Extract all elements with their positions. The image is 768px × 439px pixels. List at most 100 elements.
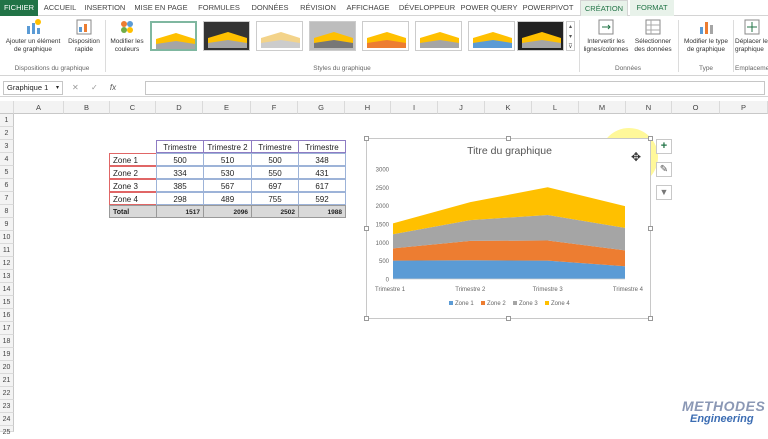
- col-header[interactable]: C: [110, 101, 156, 114]
- row-header[interactable]: 23: [0, 400, 14, 413]
- row-header[interactable]: 18: [0, 335, 14, 348]
- chart-title[interactable]: Titre du graphique: [467, 145, 552, 157]
- zone-label[interactable]: Zone 3: [109, 179, 157, 192]
- legend-label[interactable]: Zone 4: [551, 301, 570, 307]
- row-header[interactable]: 13: [0, 270, 14, 283]
- tab-insertion[interactable]: INSERTION: [84, 3, 126, 12]
- col-header[interactable]: B: [64, 101, 110, 114]
- row-header[interactable]: 22: [0, 387, 14, 400]
- tab-donnees[interactable]: DONNÉES: [251, 3, 289, 12]
- col-header[interactable]: J: [438, 101, 485, 114]
- row-header[interactable]: 24: [0, 413, 14, 426]
- chart-style-2[interactable]: [203, 21, 250, 51]
- table-cell[interactable]: 567: [203, 179, 252, 192]
- row-header[interactable]: 2: [0, 127, 14, 140]
- row-header[interactable]: 17: [0, 322, 14, 335]
- col-header[interactable]: N: [626, 101, 672, 114]
- legend-label[interactable]: Zone 2: [487, 301, 506, 307]
- row-header[interactable]: 8: [0, 205, 14, 218]
- quick-layout-button[interactable]: Disposition rapide: [64, 18, 104, 54]
- row-header[interactable]: 10: [0, 231, 14, 244]
- resize-handle[interactable]: [364, 226, 369, 231]
- chart-style-4[interactable]: [309, 21, 356, 51]
- cancel-icon[interactable]: ✕: [72, 83, 79, 92]
- resize-handle[interactable]: [364, 136, 369, 141]
- chart-style-1[interactable]: [150, 21, 197, 51]
- row-header[interactable]: 21: [0, 374, 14, 387]
- styles-gallery-scroll[interactable]: ▴ ▾ ⊽: [566, 21, 575, 51]
- row-header[interactable]: 14: [0, 283, 14, 296]
- fx-icon[interactable]: fx: [109, 83, 117, 92]
- table-cell[interactable]: 617: [298, 179, 346, 192]
- area-series-2[interactable]: [393, 240, 625, 267]
- move-chart-button[interactable]: Déplacer le graphique: [735, 18, 768, 54]
- chart-filters-button[interactable]: ▼: [656, 185, 672, 200]
- change-chart-type-button[interactable]: Modifier le type de graphique: [680, 18, 732, 54]
- table-cell[interactable]: 500: [156, 153, 204, 166]
- resize-handle[interactable]: [506, 136, 511, 141]
- col-header[interactable]: P: [720, 101, 768, 114]
- table-header[interactable]: Trimestre 3: [251, 140, 299, 165]
- tab-accueil[interactable]: ACCUEIL: [43, 3, 77, 12]
- row-header[interactable]: 1: [0, 114, 14, 127]
- resize-handle[interactable]: [506, 316, 511, 321]
- row-header[interactable]: 20: [0, 361, 14, 374]
- tab-powerpivot[interactable]: POWERPIVOT: [522, 3, 574, 12]
- col-header[interactable]: L: [532, 101, 579, 114]
- table-cell[interactable]: 697: [251, 179, 299, 192]
- row-header[interactable]: 4: [0, 153, 14, 166]
- total-label[interactable]: Total: [109, 205, 157, 218]
- chart-style-7[interactable]: [468, 21, 515, 51]
- tab-affichage[interactable]: AFFICHAGE: [346, 3, 390, 12]
- chart-style-6[interactable]: [415, 21, 462, 51]
- name-box[interactable]: Graphique 1 ▾: [3, 81, 63, 95]
- chart-elements-button[interactable]: +: [656, 139, 672, 154]
- table-cell[interactable]: 592: [298, 192, 346, 205]
- total-cell[interactable]: 1988: [298, 205, 346, 218]
- table-cell[interactable]: 550: [251, 166, 299, 179]
- area-series-3[interactable]: [393, 214, 625, 251]
- select-data-button[interactable]: Sélectionner des données: [630, 18, 676, 54]
- row-header[interactable]: 6: [0, 179, 14, 192]
- tab-fichier[interactable]: FICHIER: [0, 0, 38, 16]
- total-cell[interactable]: 2502: [251, 205, 299, 218]
- tab-formules[interactable]: FORMULES: [198, 3, 240, 12]
- table-cell[interactable]: 510: [203, 153, 252, 166]
- row-header[interactable]: 11: [0, 244, 14, 257]
- col-header[interactable]: F: [251, 101, 298, 114]
- chart-style-5[interactable]: [362, 21, 409, 51]
- table-header[interactable]: Trimestre 4: [298, 140, 346, 165]
- chart-object[interactable]: Titre du graphique 0 500 1000 1500 2000 2500 3…: [364, 136, 653, 321]
- row-header[interactable]: 16: [0, 309, 14, 322]
- switch-row-column-button[interactable]: Intervertir les lignes/colonnes: [582, 18, 630, 54]
- row-header[interactable]: 25: [0, 426, 14, 436]
- tab-format[interactable]: FORMAT: [630, 0, 674, 16]
- area-series-4[interactable]: [393, 187, 625, 235]
- table-cell[interactable]: 348: [298, 153, 346, 166]
- change-colors-button[interactable]: Modifier les couleurs: [107, 18, 147, 54]
- col-header[interactable]: K: [485, 101, 532, 114]
- col-header[interactable]: G: [298, 101, 345, 114]
- row-header[interactable]: 7: [0, 192, 14, 205]
- zone-label[interactable]: Zone 4: [109, 192, 157, 205]
- resize-handle[interactable]: [648, 316, 653, 321]
- add-chart-element-button[interactable]: Ajouter un élément de graphique: [2, 18, 64, 54]
- col-header[interactable]: H: [345, 101, 391, 114]
- table-header[interactable]: Trimestre 2: [203, 140, 252, 153]
- col-header[interactable]: I: [391, 101, 438, 114]
- resize-handle[interactable]: [648, 226, 653, 231]
- enter-icon[interactable]: ✓: [90, 83, 98, 92]
- total-cell[interactable]: 2096: [203, 205, 252, 218]
- col-header[interactable]: A: [14, 101, 64, 114]
- col-header[interactable]: D: [156, 101, 203, 114]
- table-cell[interactable]: 530: [203, 166, 252, 179]
- table-cell[interactable]: 298: [156, 192, 204, 205]
- table-cell[interactable]: 385: [156, 179, 204, 192]
- table-cell[interactable]: 489: [203, 192, 252, 205]
- chart-plot[interactable]: 0 500 1000 1500 2000 2500 3000 Trimestre 1 Trime…: [367, 139, 652, 320]
- tab-creation[interactable]: CRÉATION: [580, 0, 628, 16]
- row-header[interactable]: 3: [0, 140, 14, 153]
- row-header[interactable]: 15: [0, 296, 14, 309]
- chart-style-8[interactable]: [517, 21, 564, 51]
- legend-label[interactable]: Zone 1: [455, 301, 474, 307]
